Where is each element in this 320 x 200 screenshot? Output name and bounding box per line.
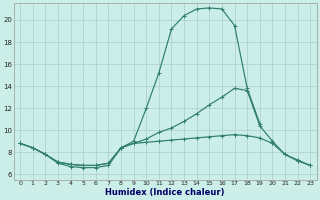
X-axis label: Humidex (Indice chaleur): Humidex (Indice chaleur)	[106, 188, 225, 197]
